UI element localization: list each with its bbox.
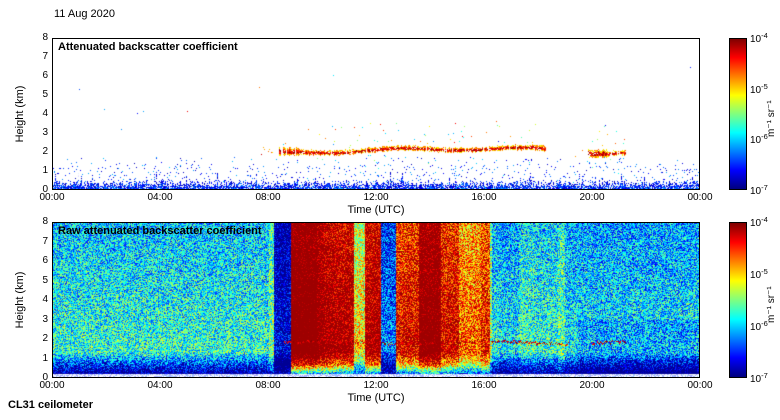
x-tick-label: 12:00 <box>363 192 389 203</box>
x-tick-label: 04:00 <box>147 380 173 391</box>
y-tick-label: 4 <box>42 108 48 119</box>
y-tick-label: 2 <box>42 333 48 344</box>
y-tick-label: 7 <box>42 235 48 247</box>
colorbar-tick-exponent: -6 <box>761 132 768 142</box>
x-tick-label: 20:00 <box>579 192 605 203</box>
y-tick-label: 2 <box>42 146 48 157</box>
y-tick-label: 0 <box>42 372 48 383</box>
x-tick-label: 00:00 <box>39 380 65 391</box>
colorbar-tick-label: 10-7 <box>750 182 768 198</box>
y-axis-label-raw: Height (km) <box>14 271 26 329</box>
y-tick-label: 7 <box>42 51 48 62</box>
y-tick-label: 6 <box>42 255 48 266</box>
colorbar-tick-label: 10-5 <box>750 266 768 282</box>
date-label: 11 Aug 2020 <box>54 8 115 20</box>
y-tick-label: 5 <box>42 89 48 100</box>
instrument-label: CL31 ceilometer <box>8 399 93 411</box>
colorbar-tick-exponent: -5 <box>761 81 768 91</box>
y-tick-label: 4 <box>42 294 48 305</box>
colorbar-gradient <box>730 223 746 377</box>
y-tick-label: 1 <box>42 352 48 364</box>
x-tick-label: 00:00 <box>39 192 65 203</box>
y-tick-label: 0 <box>42 184 48 195</box>
colorbar-tick-label: 10-6 <box>750 318 768 334</box>
x-tick-label: 08:00 <box>255 192 281 203</box>
x-tick-label: 12:00 <box>363 380 389 391</box>
y-tick-label: 1 <box>42 165 48 176</box>
plot-attenuated-backscatter: Attenuated backscatter coefficient <box>52 38 700 190</box>
y-tick-label: 3 <box>42 127 48 138</box>
x-tick-label: 04:00 <box>147 192 173 203</box>
colorbar-tick-exponent: -4 <box>761 214 768 224</box>
attenuated-backscatter-heatmap <box>53 39 699 189</box>
colorbar-tick-label: 10-4 <box>750 30 768 46</box>
colorbar-tick-label: 10-4 <box>750 214 768 230</box>
y-tick-label: 3 <box>42 313 48 325</box>
plot-title-raw: Raw attenuated backscatter coefficient <box>58 225 262 237</box>
x-tick-label: 16:00 <box>471 380 497 391</box>
colorbar-tick-label: 10-5 <box>750 81 768 96</box>
x-tick-label: 16:00 <box>471 192 497 203</box>
y-axis-label-attenuated: Height (km) <box>14 85 26 143</box>
colorbar-attenuated <box>729 38 747 190</box>
colorbar-tick-exponent: -7 <box>761 182 768 192</box>
x-axis-label-attenuated: Time (UTC) <box>347 204 405 216</box>
colorbar-tick-exponent: -7 <box>761 370 768 380</box>
colorbar-tick-exponent: -5 <box>761 266 768 276</box>
y-tick-label: 8 <box>42 216 48 227</box>
colorbar-tick-label: 10-6 <box>750 132 768 147</box>
colorbar-tick-label: 10-7 <box>750 370 768 386</box>
y-tick-label: 6 <box>42 70 48 81</box>
y-tick-label: 5 <box>42 274 48 286</box>
plot-title-attenuated: Attenuated backscatter coefficient <box>58 41 238 53</box>
y-tick-label: 8 <box>42 32 48 43</box>
x-tick-label: 20:00 <box>579 380 605 391</box>
colorbar-tick-exponent: -4 <box>761 30 768 40</box>
plot-raw-backscatter: Raw attenuated backscatter coefficient <box>52 222 700 378</box>
colorbar-gradient <box>730 39 746 189</box>
x-tick-label: 00:00 <box>687 380 713 391</box>
colorbar-raw <box>729 222 747 378</box>
x-tick-label: 08:00 <box>255 380 281 391</box>
raw-attenuated-backscatter-heatmap <box>53 223 699 377</box>
x-tick-label: 00:00 <box>687 192 713 203</box>
colorbar-tick-exponent: -6 <box>761 318 768 328</box>
x-axis-label-raw: Time (UTC) <box>347 392 405 404</box>
